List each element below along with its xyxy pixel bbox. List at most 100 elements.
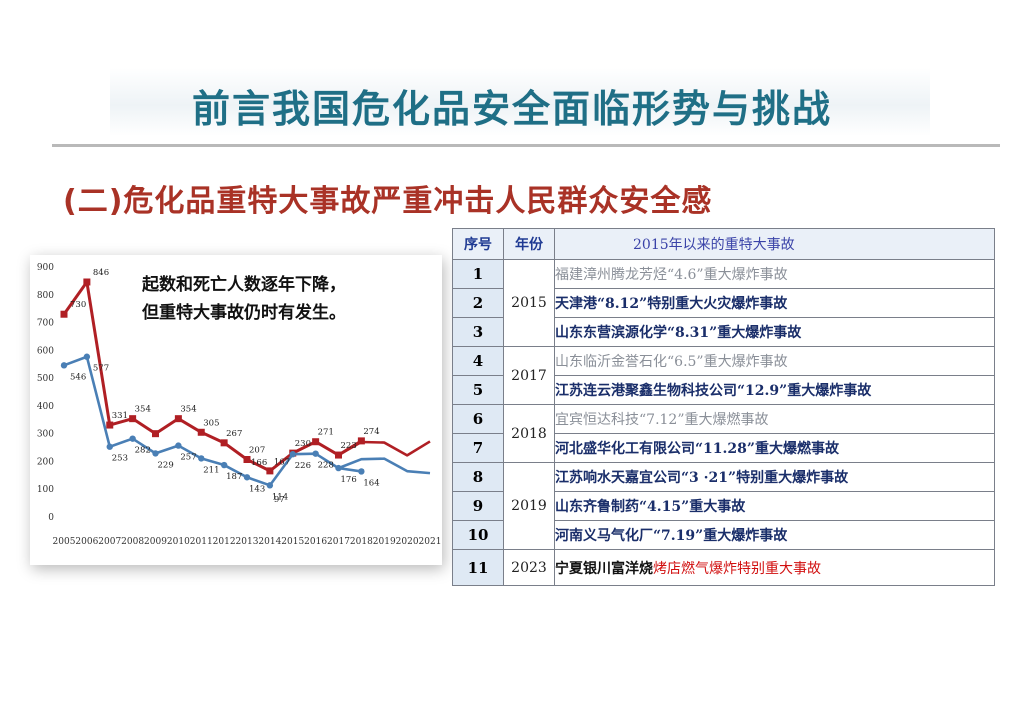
row-event: 天津港“8.12”特别重大火灾爆炸事故 xyxy=(554,288,995,318)
row-event: 河北盛华化工有限公司“11.28”重大爆燃事故 xyxy=(554,433,995,463)
data-point xyxy=(335,464,342,472)
y-tick-label: 500 xyxy=(37,374,54,384)
row-seq: 2 xyxy=(452,288,504,318)
x-tick-label: 2005 xyxy=(53,537,76,547)
data-label: 577 xyxy=(93,364,109,374)
data-point xyxy=(60,310,68,318)
table-row: 10 河南义马气化厂“7.19”重大爆炸事故 xyxy=(452,520,995,550)
data-label: 167 xyxy=(274,458,290,468)
x-tick-label: 2012 xyxy=(213,537,236,547)
row-seq: 5 xyxy=(452,375,504,405)
data-label: 226 xyxy=(295,461,311,471)
row-year: 2018 xyxy=(503,404,555,463)
row-event: 河南义马气化厂“7.19”重大爆炸事故 xyxy=(554,520,995,550)
x-tick-label: 2008 xyxy=(121,537,144,547)
data-point xyxy=(312,438,320,446)
y-tick-label: 0 xyxy=(48,513,54,523)
data-label: 257 xyxy=(180,453,196,463)
data-label: 187 xyxy=(226,472,242,482)
line-chart: 0 100 200 300 400 500 600 700 800 900 2005 2006 2007… xyxy=(37,263,442,547)
accidents-table: 序号 年份 2015年以来的重特大事故 1 2015 福建漳州腾龙芳烃“4.6”重大… xyxy=(452,228,995,586)
row-year: 2017 xyxy=(503,346,555,405)
table-row: 3 山东东营滨源化学“8.31”重大爆炸事故 xyxy=(452,317,995,347)
row-seq: 3 xyxy=(452,317,504,347)
row-seq: 4 xyxy=(452,346,504,376)
data-point xyxy=(106,421,114,429)
data-point xyxy=(60,362,68,369)
data-label: 274 xyxy=(363,427,379,437)
row-event: 山东齐鲁制药“4.15”重大事故 xyxy=(554,491,995,521)
data-point xyxy=(335,451,342,459)
y-tick-label: 300 xyxy=(37,430,54,440)
y-tick-label: 200 xyxy=(37,457,54,467)
annotation-line-1: 起数和死亡人数逐年下降， xyxy=(142,275,346,295)
data-label: 730 xyxy=(70,300,86,310)
table-row: 8 2019 江苏响水天嘉宜公司“3 ·21”特别重大爆炸事故 xyxy=(452,462,995,550)
table-body: 1 2015 福建漳州腾龙芳烃“4.6”重大爆炸事故 2 天津港“8.12”特别重大火灾… xyxy=(452,259,995,586)
event-text-part2: 烤店燃气爆炸特别重大事故 xyxy=(653,560,821,577)
series-line-blue xyxy=(63,355,362,487)
annotation-line-2: 但重特大事故仍时有发生。 xyxy=(142,303,346,323)
x-tick-label: 2019 xyxy=(373,537,396,547)
x-tick-label: 2010 xyxy=(167,537,190,547)
data-label: 97 xyxy=(274,495,285,505)
table-row: 1 2015 福建漳州腾龙芳烃“4.6”重大爆炸事故 xyxy=(452,259,995,347)
y-tick-label: 900 xyxy=(37,263,54,273)
y-tick-label: 100 xyxy=(37,485,54,495)
data-point xyxy=(357,437,365,445)
header-events: 2015年以来的重特大事故 xyxy=(554,228,995,260)
table-header-row: 序号 年份 2015年以来的重特大事故 xyxy=(452,228,995,260)
event-text-part1: 宁夏银川富洋烧 xyxy=(555,560,653,577)
x-tick-label: 2007 xyxy=(98,537,121,547)
data-point xyxy=(312,450,319,457)
x-tick-label: 2013 xyxy=(236,537,259,547)
data-point xyxy=(152,430,159,438)
chart-panel: 0 100 200 300 400 500 600 700 800 900 2005 2006 2007… xyxy=(30,255,442,565)
data-point xyxy=(243,474,251,481)
slide-subtitle: (二)危化品重特大事故严重冲击人民群众安全感 xyxy=(63,184,713,219)
series-line-red xyxy=(62,280,363,473)
x-tick-label: 2018 xyxy=(350,537,373,547)
data-label: 164 xyxy=(363,478,379,488)
row-event: 宁夏银川富洋烧烤店燃气爆炸特别重大事故 xyxy=(554,549,995,586)
row-event: 江苏响水天嘉宜公司“3 ·21”特别重大爆炸事故 xyxy=(554,462,995,492)
data-point xyxy=(220,439,228,447)
chart-annotation: 起数和死亡人数逐年下降， 但重特大事故仍时有发生。 xyxy=(142,271,346,327)
x-tick-label: 2009 xyxy=(144,537,167,547)
row-seq: 7 xyxy=(452,433,504,463)
data-label: 207 xyxy=(249,446,265,456)
data-label: 354 xyxy=(180,405,196,415)
data-label: 846 xyxy=(93,268,109,278)
data-point xyxy=(197,428,205,436)
data-point xyxy=(243,456,251,463)
row-event: 山东东营滨源化学“8.31”重大爆炸事故 xyxy=(554,317,995,347)
header-seq: 序号 xyxy=(452,228,504,260)
x-tick-label: 2015 xyxy=(281,537,304,547)
data-point xyxy=(83,278,91,286)
data-point xyxy=(175,442,182,449)
x-tick-label: 2017 xyxy=(327,537,350,547)
x-tick-label: 2020 xyxy=(396,537,419,547)
row-event: 江苏连云港聚鑫生物科技公司“12.9”重大爆炸事故 xyxy=(554,375,995,405)
data-label: 282 xyxy=(135,446,151,456)
data-label: 253 xyxy=(112,454,128,464)
table-row: 9 山东齐鲁制药“4.15”重大事故 xyxy=(452,491,995,521)
y-tick-label: 800 xyxy=(37,291,54,301)
table-row: 5 江苏连云港聚鑫生物科技公司“12.9”重大爆炸事故 xyxy=(452,375,995,405)
data-point xyxy=(358,468,365,475)
row-event: 宜宾恒达科技“7.12”重大爆燃事故 xyxy=(554,404,995,434)
row-seq: 11 xyxy=(452,549,504,586)
data-label: 176 xyxy=(341,475,357,485)
row-event: 山东临沂金誉石化“6.5”重大爆炸事故 xyxy=(554,346,995,376)
row-seq: 9 xyxy=(452,491,504,521)
x-tick-label: 2014 xyxy=(258,537,281,547)
y-tick-label: 400 xyxy=(37,402,54,412)
row-seq: 10 xyxy=(452,520,504,550)
data-point xyxy=(266,467,274,475)
data-label: 305 xyxy=(203,418,219,428)
data-point xyxy=(129,435,136,442)
data-label: 271 xyxy=(318,428,334,438)
data-label: 166 xyxy=(251,458,267,468)
row-year: 2019 xyxy=(503,462,555,550)
data-point xyxy=(152,450,159,457)
